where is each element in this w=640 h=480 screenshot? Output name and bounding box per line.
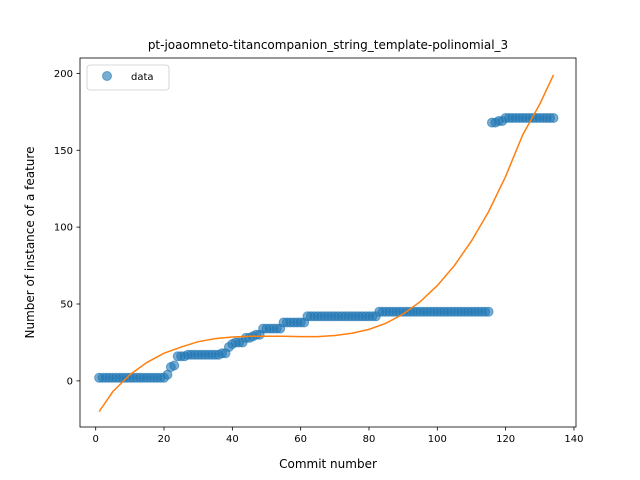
x-tick-label-120: 120 xyxy=(496,434,515,445)
x-axis-label: Commit number xyxy=(279,457,377,471)
x-axis: 0 20 40 60 80 100 120 140 xyxy=(93,427,583,445)
y-tick-label-200: 200 xyxy=(54,69,73,80)
x-tick-label-40: 40 xyxy=(226,434,239,445)
y-tick-label-0: 0 xyxy=(67,376,73,387)
fit-line xyxy=(98,74,555,413)
y-tick-label-100: 100 xyxy=(54,223,73,234)
legend-box xyxy=(86,64,170,91)
data-point-133 xyxy=(548,112,559,123)
legend-label-data: data xyxy=(131,72,154,83)
x-tick-label-140: 140 xyxy=(564,434,583,445)
y-axis-label: Number of instance of a feature xyxy=(23,147,37,339)
x-tick-label-80: 80 xyxy=(363,434,376,445)
x-tick-label-20: 20 xyxy=(158,434,171,445)
y-tick-label-150: 150 xyxy=(54,146,73,157)
y-tick-label-50: 50 xyxy=(60,300,73,311)
legend: data xyxy=(86,64,170,91)
chart-title: pt-joaomneto-titancompanion_string_templ… xyxy=(148,38,508,52)
plot-area xyxy=(94,74,559,413)
axes-frame xyxy=(79,57,577,428)
x-tick-label-60: 60 xyxy=(294,434,307,445)
x-tick-label-0: 0 xyxy=(93,434,99,445)
y-axis: 0 50 100 150 200 xyxy=(54,69,80,387)
data-point-114 xyxy=(483,306,494,317)
data-point-22 xyxy=(169,360,180,371)
x-tick-label-100: 100 xyxy=(428,434,447,445)
legend-marker-data xyxy=(102,71,112,81)
